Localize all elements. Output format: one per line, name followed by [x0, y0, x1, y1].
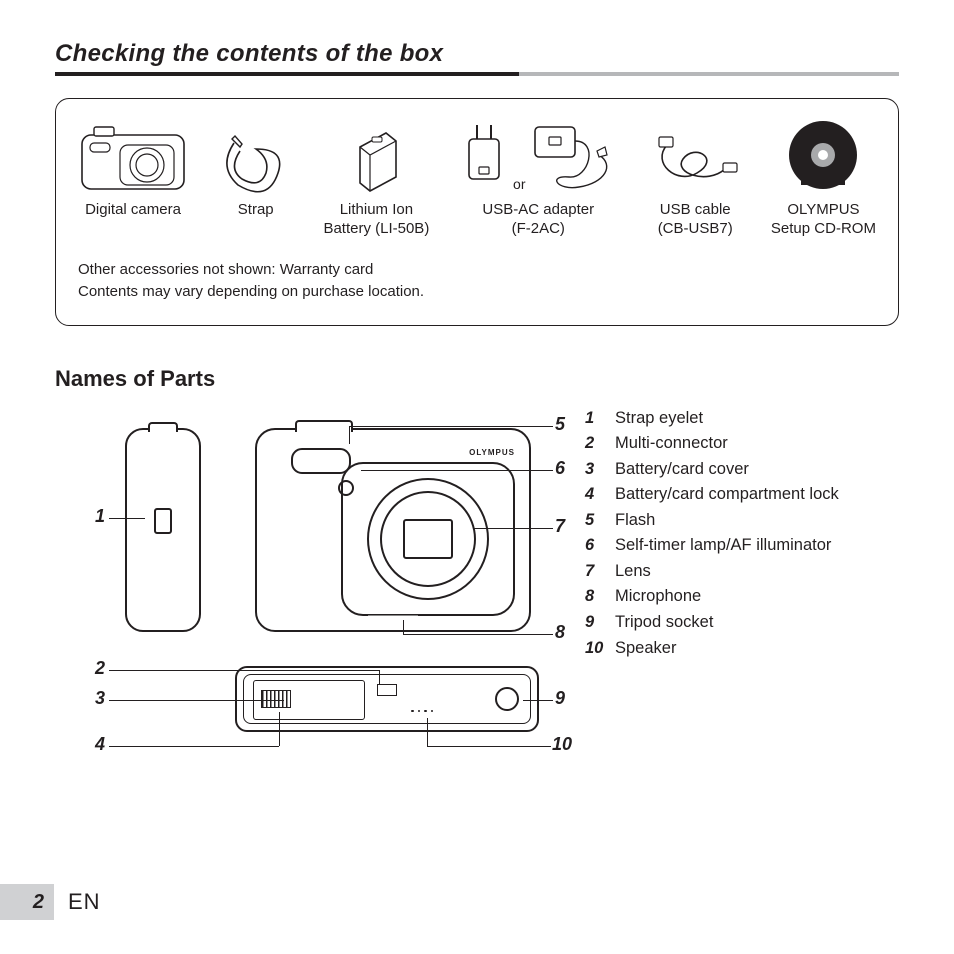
- list-item: 1Strap eyelet: [585, 406, 839, 432]
- camera-front-view: OLYMPUS: [255, 428, 531, 632]
- callout-1: 1: [95, 506, 105, 527]
- part-label: Speaker: [615, 636, 676, 662]
- item-strap: Strap: [216, 113, 296, 241]
- callout-5: 5: [555, 414, 565, 435]
- camera-diagram: OLYMPUS 1 2 3 4: [55, 406, 575, 766]
- item-caption: OLYMPUS: [787, 201, 859, 218]
- part-label: Tripod socket: [615, 610, 713, 636]
- battery-icon: [346, 113, 406, 193]
- list-item: 4Battery/card compartment lock: [585, 482, 839, 508]
- language-code: EN: [68, 889, 101, 915]
- item-caption: USB-AC adapter: [482, 201, 594, 218]
- camera-side-view: [125, 428, 201, 632]
- callout-10: 10: [552, 734, 572, 755]
- callout-4: 4: [95, 734, 105, 755]
- page-number: 2: [0, 884, 54, 920]
- part-label: Battery/card cover: [615, 457, 749, 483]
- callout-3: 3: [95, 688, 105, 709]
- callout-7: 7: [555, 516, 565, 537]
- box-contents: Digital camera Strap: [55, 98, 899, 326]
- item-battery: Lithium Ion Battery (LI-50B): [323, 113, 429, 241]
- list-item: 8Microphone: [585, 584, 839, 610]
- section-title: Checking the contents of the box: [55, 40, 899, 68]
- part-label: Microphone: [615, 584, 701, 610]
- item-caption: Strap: [238, 201, 274, 218]
- strap-icon: [216, 113, 296, 193]
- callout-2: 2: [95, 658, 105, 679]
- camera-bottom-view: [235, 666, 539, 732]
- usb-cable-icon: [647, 113, 743, 193]
- item-caption-2: Setup CD-ROM: [771, 220, 876, 237]
- part-label: Self-timer lamp/AF illuminator: [615, 533, 831, 559]
- part-label: Battery/card compartment lock: [615, 482, 839, 508]
- item-caption: USB cable: [660, 201, 731, 218]
- item-caption-2: (F-2AC): [512, 220, 565, 237]
- parts-area: OLYMPUS 1 2 3 4: [55, 406, 899, 766]
- callout-8: 8: [555, 622, 565, 643]
- camera-icon: [78, 113, 188, 193]
- list-item: 9Tripod socket: [585, 610, 839, 636]
- item-caption: Lithium Ion: [340, 201, 413, 218]
- cd-icon: [785, 113, 861, 193]
- manual-page: Checking the contents of the box Digital…: [0, 0, 954, 954]
- item-camera: Digital camera: [78, 113, 188, 241]
- item-usb-cable: USB cable (CB-USB7): [647, 113, 743, 241]
- brand-label: OLYMPUS: [469, 448, 515, 457]
- part-label: Lens: [615, 559, 651, 585]
- section-rule: [55, 72, 899, 76]
- parts-title: Names of Parts: [55, 366, 899, 392]
- page-footer: 2 EN: [0, 884, 101, 920]
- item-caption-2: Battery (LI-50B): [323, 220, 429, 237]
- callout-6: 6: [555, 458, 565, 479]
- list-item: 7Lens: [585, 559, 839, 585]
- item-caption-2: (CB-USB7): [658, 220, 733, 237]
- ac-adapter-icon: or: [457, 113, 619, 193]
- callout-9: 9: [555, 688, 565, 709]
- part-label: Flash: [615, 508, 655, 534]
- parts-list: 1Strap eyelet 2Multi-connector 3Battery/…: [585, 406, 839, 766]
- list-item: 2Multi-connector: [585, 431, 839, 457]
- list-item: 3Battery/card cover: [585, 457, 839, 483]
- extras-line-2: Contents may vary depending on purchase …: [78, 281, 876, 303]
- or-label: or: [513, 176, 525, 194]
- item-cdrom: OLYMPUS Setup CD-ROM: [771, 113, 876, 241]
- list-item: 10Speaker: [585, 636, 839, 662]
- item-caption: Digital camera: [85, 201, 181, 218]
- part-label: Multi-connector: [615, 431, 728, 457]
- item-ac-adapter: or USB-AC adapter (F-2AC): [457, 113, 619, 241]
- list-item: 6Self-timer lamp/AF illuminator: [585, 533, 839, 559]
- extras-line-1: Other accessories not shown: Warranty ca…: [78, 259, 876, 281]
- items-row: Digital camera Strap: [78, 113, 876, 241]
- extras-note: Other accessories not shown: Warranty ca…: [78, 259, 876, 303]
- list-item: 5Flash: [585, 508, 839, 534]
- part-label: Strap eyelet: [615, 406, 703, 432]
